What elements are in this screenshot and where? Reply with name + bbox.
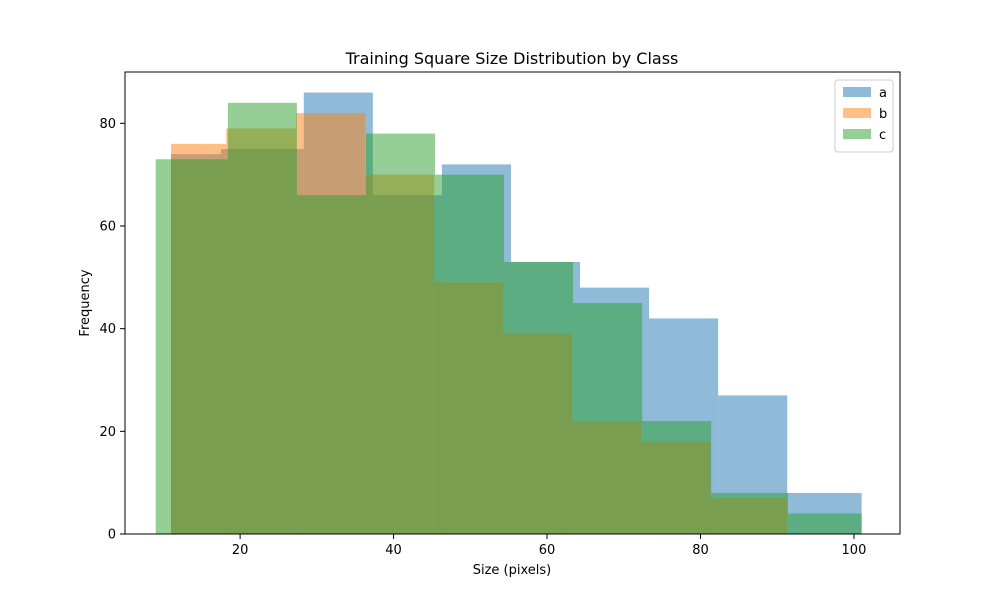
- legend: abc: [834, 79, 894, 153]
- legend-swatch-b: [843, 108, 871, 118]
- y-tick-label-20: 20: [99, 425, 116, 440]
- y-tick-label-60: 60: [99, 220, 116, 235]
- y-tick-label-0: 0: [108, 528, 116, 543]
- bar-c-2: [296, 195, 366, 534]
- bar-c-8: [711, 492, 788, 534]
- y-tick-label-40: 40: [99, 322, 116, 337]
- bar-c-9: [787, 513, 862, 534]
- bar-c-5: [504, 261, 574, 534]
- x-tick-label-80: 80: [692, 543, 709, 558]
- legend-label-a: a: [879, 86, 887, 101]
- bar-c-3: [365, 133, 435, 534]
- legend-swatch-a: [843, 87, 871, 97]
- x-tick-label-100: 100: [842, 543, 867, 558]
- bar-c-6: [573, 303, 643, 534]
- plot-frame: [124, 71, 901, 535]
- x-axis-label: Size (pixels): [473, 563, 552, 578]
- legend-label-c: c: [879, 128, 886, 143]
- chart-title: Training Square Size Distribution by Cla…: [345, 49, 679, 68]
- legend-label-b: b: [879, 107, 887, 122]
- y-axis-label: Frequency: [78, 269, 93, 336]
- y-axis: 0 20 40 60 80: [99, 117, 125, 543]
- legend-swatch-c: [843, 129, 871, 139]
- bar-c-7: [642, 421, 712, 534]
- x-tick-label-20: 20: [232, 543, 249, 558]
- bar-c-0: [155, 159, 228, 534]
- y-tick-label-80: 80: [99, 117, 116, 132]
- bar-c-4: [435, 174, 505, 534]
- bars-layer: [155, 92, 862, 535]
- x-axis: 20 40 60 80 100: [232, 534, 867, 558]
- x-tick-label-40: 40: [385, 543, 402, 558]
- bar-c-1: [227, 102, 297, 535]
- x-tick-label-60: 60: [539, 543, 556, 558]
